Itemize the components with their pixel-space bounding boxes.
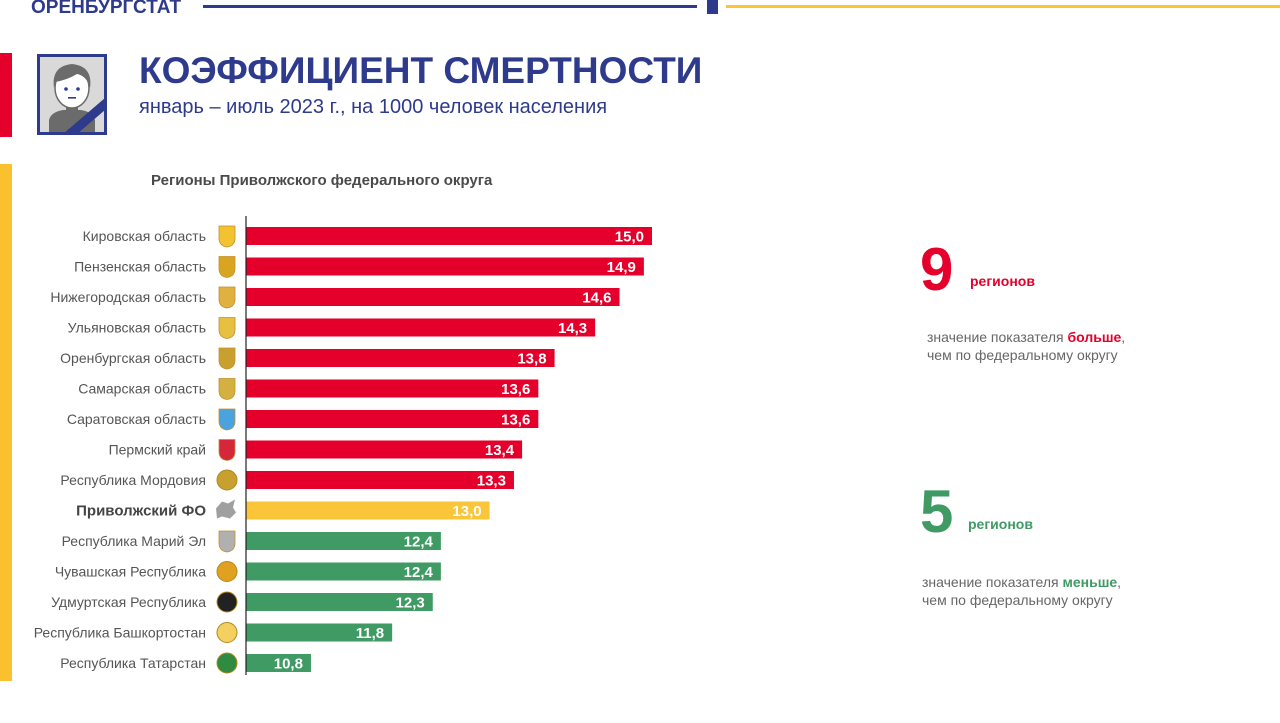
below-description: значение показателя меньше, чем по федер… — [922, 573, 1121, 609]
bar — [246, 654, 311, 672]
bar — [246, 318, 596, 337]
bar-value-label: 10,8 — [274, 656, 303, 673]
category-label: Чувашская Республика — [55, 564, 206, 580]
below-text-before: значение показателя — [922, 574, 1063, 590]
below-line2: чем по федеральному округу — [922, 592, 1113, 608]
above-description: значение показателя больше, чем по федер… — [927, 328, 1125, 364]
bar-value-label: 11,8 — [356, 625, 384, 642]
bar — [246, 501, 490, 520]
page-subtitle: январь – июль 2023 г., на 1000 человек н… — [139, 96, 608, 118]
bar — [246, 227, 652, 245]
coat-of-arms-udmurtia-icon — [216, 591, 238, 613]
page-title: КОЭФФИЦИЕНТ СМЕРТНОСТИ — [139, 50, 703, 91]
category-label: Приволжский ФО — [76, 503, 206, 520]
chart-accent-bar — [0, 164, 12, 681]
bar-value-label: 14,9 — [607, 259, 636, 276]
bar-value-label: 13,4 — [485, 442, 515, 459]
portrait-mourning-icon — [37, 54, 107, 135]
bar — [246, 471, 514, 489]
bar — [246, 562, 441, 581]
category-label: Республика Башкортостан — [34, 625, 206, 641]
header-divider-marker — [707, 0, 718, 14]
category-label: Самарская область — [78, 381, 206, 397]
category-label: Удмуртская Республика — [51, 594, 206, 610]
bar-chart: 15,0 Кировская область 14,9 Пензенская обла… — [34, 216, 652, 675]
below-count: 5 — [920, 478, 954, 545]
category-label: Саратовская область — [67, 411, 206, 427]
category-label: Нижегородская область — [50, 289, 206, 305]
coat-of-arms-bashkortostan-icon — [216, 622, 238, 643]
header-divider-blue — [203, 5, 697, 8]
bar-value-label: 13,6 — [501, 412, 530, 429]
category-label: Пензенская область — [74, 259, 206, 275]
below-highlight: меньше — [1062, 574, 1118, 590]
bar — [246, 532, 441, 550]
above-line2: чем по федеральному округу — [927, 347, 1118, 363]
bar-value-label: 15,0 — [615, 229, 644, 246]
bar-value-label: 14,3 — [558, 320, 587, 337]
above-unit: регионов — [970, 273, 1035, 289]
category-label: Республика Мордовия — [60, 472, 206, 488]
category-label: Ульяновская область — [68, 320, 206, 336]
coat-of-arms-kirov-icon — [218, 225, 236, 248]
coat-of-arms-samara-icon — [218, 378, 236, 400]
below-text-after: , — [1117, 574, 1122, 590]
coat-of-arms-chuvashia-icon — [216, 561, 238, 582]
category-label: Оренбургская область — [60, 350, 206, 366]
below-unit: регионов — [968, 516, 1033, 532]
chart-title: Регионы Приволжского федерального округа — [151, 172, 493, 189]
bar-value-label: 12,4 — [404, 564, 434, 581]
category-label: Республика Татарстан — [60, 655, 206, 671]
header-divider-yellow — [726, 5, 1280, 8]
coat-of-arms-tatarstan-icon — [216, 652, 238, 674]
category-label: Пермский край — [109, 442, 206, 458]
bar-value-label: 14,6 — [582, 290, 611, 307]
summary-below: 5 — [920, 482, 953, 542]
coat-of-arms-mordovia-icon — [216, 469, 238, 491]
bar — [246, 257, 644, 276]
bar-value-label: 13,0 — [452, 503, 481, 520]
bar — [246, 349, 555, 367]
federal-district-map-icon — [216, 499, 236, 519]
bar-value-label: 13,3 — [477, 473, 506, 490]
above-count: 9 — [920, 236, 954, 303]
coat-of-arms-perm-icon — [218, 439, 236, 461]
title-accent-bar — [0, 53, 12, 137]
bar — [246, 440, 523, 459]
above-text-after: , — [1121, 329, 1126, 345]
coat-of-arms-penza-icon — [218, 256, 236, 278]
bar — [246, 623, 393, 642]
bar — [246, 410, 539, 428]
bar — [246, 288, 620, 306]
above-text-before: значение показателя — [927, 329, 1068, 345]
coat-of-arms-nizhny-icon — [218, 286, 236, 309]
bar-value-label: 12,3 — [396, 595, 425, 612]
category-label: Кировская область — [83, 228, 206, 244]
coat-of-arms-ulyanovsk-icon — [218, 317, 236, 339]
brand-logo-text: ОРЕНБУРГСТАТ — [31, 0, 182, 18]
bar — [246, 593, 433, 611]
bar-value-label: 12,4 — [404, 534, 434, 551]
bar-value-label: 13,8 — [517, 351, 546, 368]
coat-of-arms-saratov-icon — [218, 408, 236, 431]
summary-above: 9 — [920, 240, 953, 300]
category-label: Республика Марий Эл — [62, 533, 206, 549]
above-highlight: больше — [1067, 329, 1122, 345]
coat-of-arms-mari-el-icon — [218, 530, 236, 553]
bar — [246, 379, 539, 398]
coat-of-arms-orenburg-icon — [218, 347, 236, 370]
bar-value-label: 13,6 — [501, 381, 530, 398]
